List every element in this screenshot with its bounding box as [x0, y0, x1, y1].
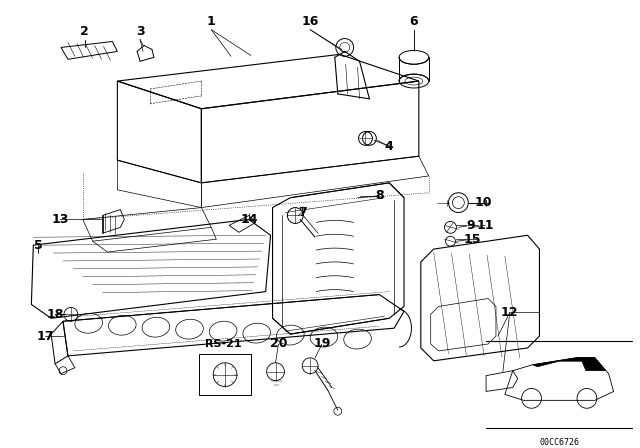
Text: 13: 13	[51, 213, 68, 226]
Text: 7: 7	[298, 206, 307, 219]
Text: 17: 17	[36, 330, 54, 343]
Text: 3: 3	[136, 25, 145, 38]
Text: 14: 14	[240, 213, 257, 226]
Text: 12: 12	[501, 306, 518, 319]
Text: 00CC6726: 00CC6726	[540, 438, 579, 447]
Text: 4: 4	[385, 140, 394, 153]
Text: 19: 19	[314, 337, 331, 350]
Text: 8: 8	[375, 189, 383, 202]
Text: 6: 6	[410, 15, 418, 28]
Text: 2: 2	[81, 25, 89, 38]
Text: 15: 15	[463, 233, 481, 246]
Text: 5: 5	[34, 239, 43, 252]
Text: 16: 16	[301, 15, 319, 28]
Text: RS-21: RS-21	[205, 339, 241, 349]
Text: 10: 10	[474, 196, 492, 209]
Text: 20: 20	[269, 337, 287, 350]
Bar	[200, 354, 251, 396]
Polygon shape	[532, 358, 605, 370]
Text: 9: 9	[466, 219, 475, 232]
Text: 11: 11	[476, 219, 494, 232]
Text: 1: 1	[207, 15, 216, 28]
Text: 18: 18	[46, 308, 64, 321]
